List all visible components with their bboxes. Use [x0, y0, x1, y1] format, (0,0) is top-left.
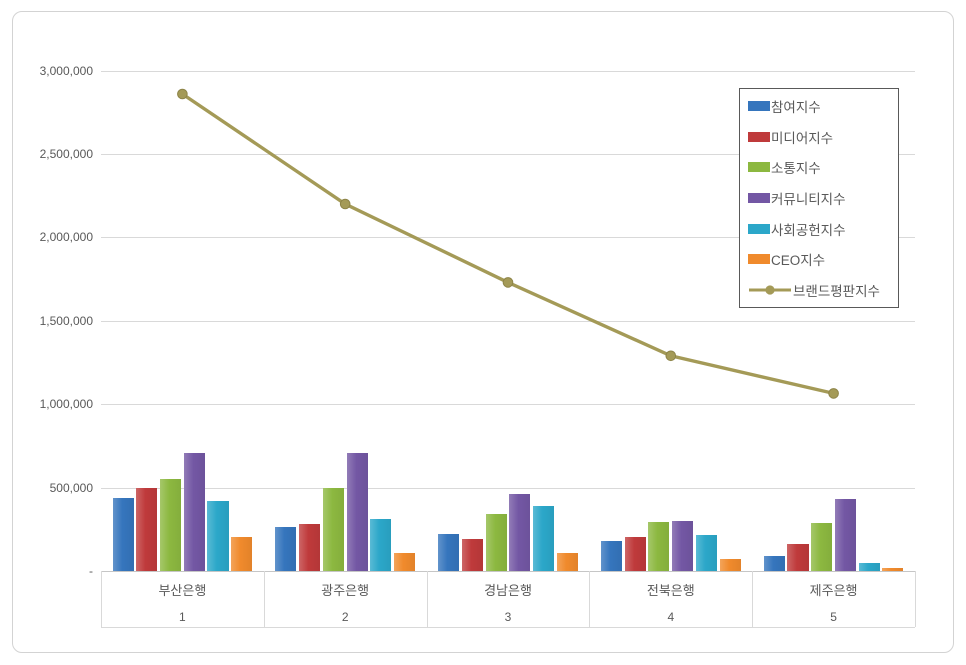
- category-label: 부산은행: [158, 583, 207, 598]
- legend-label: CEO지수: [771, 253, 826, 269]
- line-path: [180, 92, 836, 396]
- legend-item: 참여지수: [748, 96, 898, 116]
- legend-item: 사회공헌지수: [748, 219, 898, 239]
- legend-swatch-icon: [748, 131, 770, 142]
- category-divider: [589, 571, 591, 627]
- legend-label: 사회공헌지수: [771, 222, 846, 238]
- bar: [509, 494, 531, 571]
- bar: [275, 526, 297, 571]
- legend-swatch-icon: [748, 223, 770, 234]
- line-point: [177, 88, 188, 100]
- gridline: [101, 154, 915, 155]
- bar: [882, 567, 904, 571]
- y-tick-label: 2,000,000: [39, 230, 93, 245]
- bar: [533, 505, 555, 571]
- bar: [231, 536, 253, 571]
- legend-line-marker-icon: [749, 285, 791, 295]
- bar: [299, 524, 321, 571]
- legend-item: CEO지수: [748, 249, 898, 269]
- bar: [370, 518, 392, 571]
- legend-swatch-icon: [748, 254, 770, 265]
- bar: [207, 500, 229, 571]
- bar: [672, 521, 694, 571]
- category-label: 전북은행: [646, 583, 695, 598]
- bar: [556, 552, 578, 571]
- x-axis-line: [101, 571, 915, 572]
- line-point: [339, 198, 351, 210]
- category-rank: 3: [504, 610, 512, 624]
- category-rank: 2: [341, 610, 349, 624]
- category-rank: 5: [830, 610, 837, 624]
- category-divider: [752, 571, 754, 627]
- legend-label: 참여지수: [771, 100, 821, 116]
- category-area-bottom-border: [101, 627, 915, 628]
- gridline: [101, 320, 915, 322]
- y-tick-label: 1,500,000: [39, 313, 93, 328]
- category-rank: 1: [179, 610, 186, 624]
- bar: [112, 498, 134, 571]
- legend-item: 미디어지수: [748, 127, 898, 147]
- category-divider: [915, 571, 916, 627]
- legend-swatch-icon: [748, 162, 770, 173]
- category-divider: [101, 571, 102, 627]
- bar: [624, 536, 646, 571]
- bar: [183, 453, 205, 571]
- legend-label: 소통지수: [771, 161, 821, 177]
- bar: [600, 541, 623, 571]
- y-tick-label: 500,000: [49, 480, 93, 495]
- bar: [648, 521, 670, 571]
- bar: [461, 539, 483, 571]
- y-tick-label: 1,000,000: [39, 397, 93, 412]
- legend-label: 브랜드평판지수: [793, 283, 880, 299]
- gridline: [101, 487, 915, 489]
- category-divider: [426, 571, 428, 627]
- gridline: [101, 70, 915, 72]
- gridline: [101, 404, 915, 406]
- category-label: 제주은행: [809, 583, 858, 598]
- bar: [485, 514, 507, 571]
- gridline: [101, 237, 915, 239]
- y-tick-label: 3,000,000: [39, 63, 93, 78]
- category-divider: [263, 571, 265, 627]
- legend-label: 커뮤니티지수: [771, 191, 846, 207]
- legend-label: 미디어지수: [771, 130, 834, 146]
- category-label: 광주은행: [321, 583, 370, 598]
- line-point: [502, 277, 514, 288]
- bar: [136, 487, 158, 571]
- bar: [393, 552, 416, 571]
- bar: [159, 479, 182, 571]
- bar: [322, 487, 344, 571]
- legend-swatch-icon: [748, 101, 770, 112]
- brand-index-line-series: [177, 88, 839, 399]
- bar: [763, 556, 785, 571]
- category-rank: 4: [667, 610, 675, 624]
- bar: [438, 533, 460, 571]
- legend-item: 브랜드평판지수: [748, 280, 898, 300]
- line-point: [828, 388, 839, 399]
- bar: [787, 544, 809, 571]
- bar: [695, 535, 717, 571]
- bar: [346, 453, 368, 571]
- legend-swatch-icon: [748, 192, 770, 203]
- y-tick-label: -: [89, 564, 93, 578]
- bar: [834, 499, 857, 571]
- bar: [858, 562, 880, 571]
- legend-item: 커뮤니티지수: [748, 188, 898, 208]
- bar: [719, 559, 741, 571]
- bar: [811, 522, 833, 571]
- line-point: [665, 350, 677, 362]
- y-tick-label: 2,500,000: [39, 147, 93, 161]
- legend-item: 소통지수: [748, 157, 898, 177]
- category-label: 경남은행: [484, 583, 532, 598]
